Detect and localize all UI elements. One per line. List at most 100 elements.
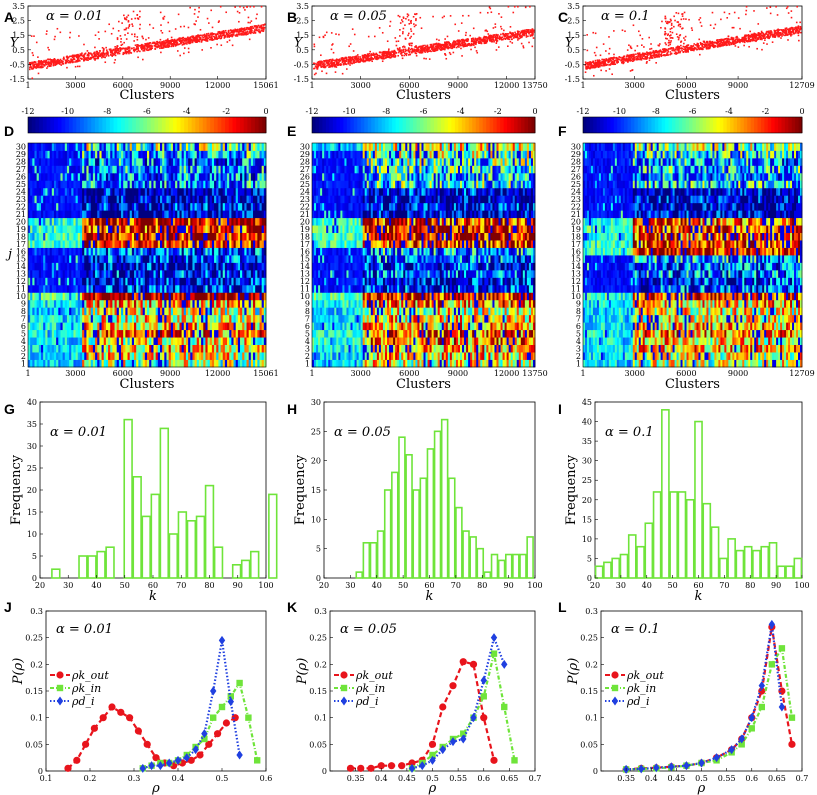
data-point: [161, 44, 163, 46]
data-point: [60, 61, 62, 64]
data-point: [646, 61, 648, 63]
data-point: [73, 61, 75, 63]
data-point: [48, 64, 50, 66]
data-point: [766, 43, 768, 45]
data-point: [222, 32, 225, 34]
colorbar-segment: [87, 117, 92, 133]
data-point: [782, 34, 785, 36]
data-point: [351, 28, 354, 30]
data-point: [615, 59, 617, 61]
data-point: [761, 32, 763, 34]
data-point: [456, 40, 459, 42]
data-point: [122, 47, 124, 50]
data-point: [65, 60, 67, 63]
data-point: [774, 35, 777, 37]
data-point: [226, 35, 229, 37]
data-point: [523, 29, 526, 32]
heatmap-cell: [90, 344, 94, 353]
data-point: [442, 48, 444, 50]
heatmap-cell: [90, 359, 94, 368]
data-point: [619, 56, 622, 59]
data-point: [318, 64, 320, 66]
data-point: [504, 33, 506, 36]
data-point: [194, 40, 196, 43]
colorbar-segment: [213, 117, 219, 133]
data-point: [712, 45, 715, 48]
heatmap-cell: [244, 352, 247, 360]
data-point: [409, 20, 412, 23]
data-point: [183, 52, 185, 55]
data-point: [135, 48, 137, 50]
heatmap-cell: [49, 352, 53, 360]
heatmap-cell: [259, 352, 263, 360]
data-point: [521, 34, 524, 36]
data-point: [227, 31, 230, 34]
data-point: [69, 31, 72, 34]
heatmap-cell: [231, 359, 234, 368]
data-point: [223, 37, 226, 39]
panel-label: D: [4, 123, 14, 139]
data-point: [712, 45, 714, 48]
data-point: [368, 59, 371, 62]
heatmap-cell: [79, 322, 83, 331]
data-point: [600, 61, 602, 64]
data-point: [388, 55, 391, 58]
data-point: [60, 64, 63, 66]
data-point: [412, 50, 415, 53]
data-point: [335, 61, 338, 63]
data-point: [698, 38, 701, 41]
heatmap-cell: [56, 322, 59, 331]
heatmap-cell: [179, 337, 183, 345]
heatmap-cell: [194, 337, 198, 345]
data-point: [493, 39, 495, 42]
heatmap-cell: [60, 329, 64, 338]
data-point: [331, 43, 334, 45]
data-point: [414, 46, 416, 48]
data-point: [772, 36, 774, 38]
data-point: [529, 34, 532, 36]
data-point: [114, 54, 117, 57]
heatmap-cell: [123, 337, 126, 345]
data-point: [39, 65, 42, 68]
heatmap-cell: [45, 359, 48, 368]
heatmap-cell: [188, 352, 191, 360]
data-point: [659, 43, 661, 45]
data-point: [790, 16, 793, 19]
data-point: [437, 46, 440, 49]
x-axis-label: Clusters: [120, 88, 175, 103]
data-point: [226, 41, 229, 43]
data-point: [344, 61, 346, 64]
heatmap-cell: [114, 337, 118, 345]
data-point: [55, 60, 58, 62]
heatmap-cell: [77, 344, 81, 353]
heatmap-cell: [47, 344, 51, 353]
heatmap-cell: [73, 322, 76, 331]
data-point: [175, 43, 178, 45]
x-axis-label: Clusters: [396, 88, 451, 103]
data-point: [115, 49, 118, 51]
data-point: [797, 26, 799, 28]
data-point: [407, 34, 409, 37]
data-point: [54, 61, 56, 64]
colorbar-segment: [46, 117, 51, 133]
heatmap-cell: [75, 352, 79, 360]
data-point: [224, 29, 227, 32]
data-point: [118, 20, 120, 23]
heatmap-cell: [123, 344, 126, 353]
data-point: [423, 49, 426, 51]
data-point: [154, 48, 156, 50]
data-point: [470, 40, 473, 43]
heatmap-cell: [164, 337, 167, 345]
heatmap-cell: [263, 359, 267, 368]
data-point: [618, 58, 621, 61]
data-point: [199, 36, 201, 39]
data-point: [101, 55, 104, 58]
data-point: [214, 36, 216, 38]
heatmap-cell: [38, 352, 42, 360]
heatmap-cell: [43, 337, 46, 345]
data-point: [532, 33, 534, 35]
data-point: [449, 15, 452, 17]
data-point: [61, 61, 64, 64]
data-point: [193, 23, 196, 25]
data-point: [407, 54, 410, 56]
